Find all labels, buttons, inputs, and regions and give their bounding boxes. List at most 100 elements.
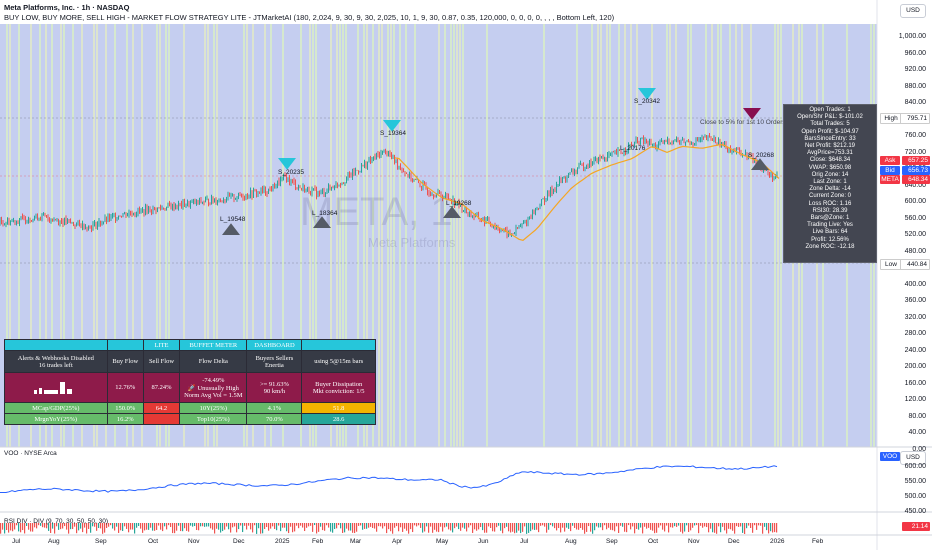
info-line: Close: $648.34: [809, 157, 851, 164]
dash-alerts: Alerts & Webhooks Disabled: [17, 354, 94, 362]
meta-tag-value: 648.34: [902, 175, 930, 184]
time-tick: Aug: [565, 538, 577, 545]
price-tick: 360.00: [904, 297, 926, 304]
low-tag-key: Low: [880, 259, 902, 270]
currency-button[interactable]: USD: [900, 4, 926, 18]
info-line: RSI30: 28.39: [812, 207, 848, 214]
info-line: Open/Shr P&L: $-101.02: [797, 114, 863, 121]
strategy-title[interactable]: BUY LOW, BUY MORE, SELL HIGH - MARKET FL…: [4, 13, 615, 22]
time-tick: Mar: [350, 538, 362, 545]
time-tick: Jul: [12, 538, 21, 545]
signal-l4: L_20176: [620, 145, 646, 152]
session-bands: [0, 24, 877, 535]
rsi-value-tag: 21.14: [902, 522, 930, 531]
price-tick: 0.00: [912, 445, 926, 453]
info-line: BarsSinceEntry: 33: [804, 135, 856, 142]
sell-signal-icon: [638, 88, 656, 100]
dash-lite-header: LITE: [142, 339, 181, 351]
dash-sell-flow-header: Sell Flow: [142, 350, 181, 373]
bid-tag-key: Bid: [880, 166, 900, 175]
ask-tag-key: Ask: [880, 156, 900, 165]
signal-s4: S_20268: [748, 152, 775, 159]
price-tick: 720.00: [904, 148, 926, 156]
symbol-title[interactable]: Meta Platforms, Inc. · 1h · NASDAQ: [4, 3, 130, 12]
price-tick: 80.00: [908, 412, 926, 420]
info-line: Zone ROC: -12.18: [805, 243, 855, 250]
time-tick: Apr: [392, 538, 403, 545]
dash-dissipation: Buyer Dissipation: [315, 380, 363, 388]
dash-10y-label: 10Y(25%): [179, 402, 248, 414]
watermark-name: Meta Platforms: [368, 235, 456, 250]
voo-currency-button[interactable]: USD: [900, 451, 926, 465]
dash-top10-label: Top10(25%): [179, 413, 248, 425]
dash-mcap-value: 150.0%: [106, 402, 144, 414]
time-tick: Dec: [728, 538, 740, 545]
candlestick-series: [0, 133, 778, 239]
price-tick: 200.00: [904, 363, 926, 370]
dash-margin-value: 16.2%: [106, 413, 144, 425]
watermark-ticker: META, 1: [300, 190, 453, 234]
signal-s1: S_20235: [278, 169, 305, 176]
dashboard-table: LITE BUFFET METER DASHBOARD Alerts & Web…: [4, 339, 376, 425]
time-tick: Oct: [148, 538, 159, 545]
time-tick: Sep: [606, 538, 618, 545]
dash-top10-value: 70.0%: [246, 413, 303, 425]
info-line: Bars@Zone: 1: [810, 215, 850, 222]
price-tick: 320.00: [904, 313, 926, 321]
price-tick: 960.00: [904, 49, 926, 57]
voo-pane-label[interactable]: VOO · NYSE Arca: [4, 450, 57, 457]
info-line: Last Zone: 1: [813, 179, 847, 186]
dash-buyers-sellers: Buyers Sellers: [255, 354, 294, 362]
info-line: Trading Live: Yes: [807, 222, 853, 229]
time-tick: May: [436, 538, 449, 545]
dash-buffet-header: BUFFET METER: [179, 339, 248, 351]
signal-s2: S_19364: [380, 130, 407, 137]
buy-signal-icon: [222, 223, 240, 235]
dash-mcap-score: 64.2: [142, 402, 181, 414]
signal-l3: L_19268: [446, 200, 472, 207]
time-tick: Feb: [812, 538, 824, 545]
dash-buy-pct: 12.76%: [106, 372, 144, 403]
buy-signal-icon: [443, 206, 461, 218]
price-tick: 1,000.00: [898, 33, 926, 40]
voo-tick: 600.00: [904, 463, 926, 470]
price-tick: 280.00: [904, 330, 926, 337]
sell-signal-icon: [278, 158, 296, 170]
dash-enertia-pct: >= 91.63%: [259, 380, 289, 388]
voo-tick: 500.00: [904, 493, 926, 500]
price-tick: 640.00: [904, 181, 926, 189]
price-tick: 480.00: [904, 247, 926, 255]
price-tick: 520.00: [904, 231, 926, 238]
dash-dashboard-header: DASHBOARD: [246, 339, 303, 351]
low-tag-value: 440.84: [900, 259, 930, 270]
info-line: Net Profit: $212.19: [804, 143, 856, 150]
bid-tag-value: 656.73: [902, 166, 930, 175]
voo-tick: 450.00: [904, 508, 926, 515]
time-tick: 2026: [770, 538, 785, 545]
time-tick: Nov: [688, 538, 700, 545]
info-line: Profit: 12.56%: [811, 236, 849, 243]
price-tick: 40.00: [908, 429, 926, 436]
ask-tag-value: 657.25: [902, 156, 930, 165]
info-line: Zone Delta: -14: [809, 186, 851, 193]
time-tick: Nov: [188, 538, 200, 545]
dash-delta-vol: Norm Avg Vol = 1.5M: [184, 391, 243, 399]
dash-conviction: Mkt conviction: 1/5: [312, 387, 365, 395]
buy-signal-icon: [751, 158, 769, 170]
dash-delta-note: 🚀 Unusually High: [187, 384, 239, 392]
time-tick: Oct: [648, 538, 659, 545]
price-tick: 560.00: [904, 214, 926, 222]
dash-delta-pct: -74.49%: [202, 376, 225, 384]
strategy-info-box: Open Trades: 1 Open/Shr P&L: $-101.02 Tota…: [783, 104, 877, 263]
voo-tag-key: VOO: [880, 452, 900, 461]
rsi-pane-label[interactable]: RSI DIV · DIV (9, 70, 30, 50, 50, 30): [4, 518, 109, 525]
price-tick: 760.00: [904, 132, 926, 139]
info-line: Total Trades: 5: [810, 121, 850, 128]
rsi-histogram: [0, 523, 778, 534]
dash-volume-bars: [4, 372, 108, 403]
price-tick: 920.00: [904, 66, 926, 73]
dash-margin-score: [142, 413, 181, 425]
time-tick: 2025: [275, 538, 290, 545]
info-line: VWAP: $650.98: [808, 164, 852, 171]
